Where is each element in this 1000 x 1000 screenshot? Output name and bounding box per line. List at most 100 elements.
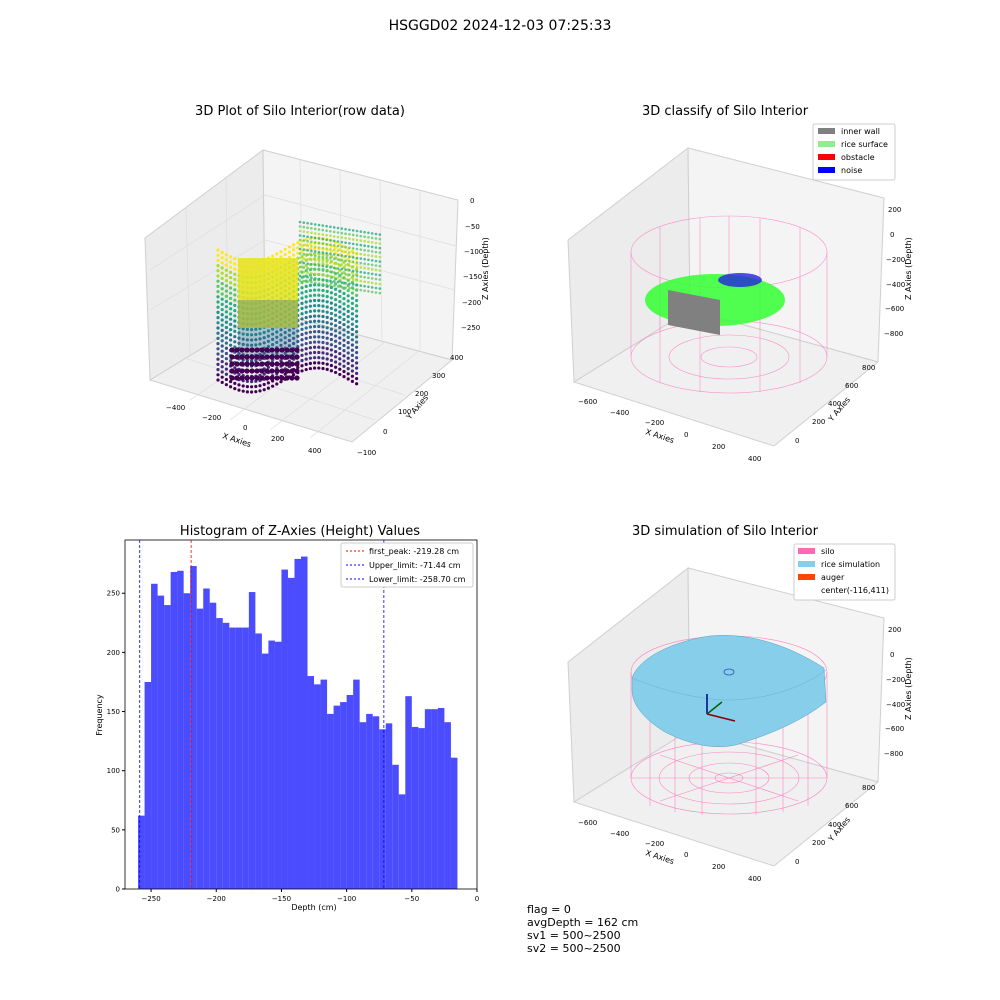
point (294, 375, 300, 381)
point (233, 314, 237, 318)
point (283, 310, 287, 314)
legend-label: silo (821, 547, 835, 556)
point (350, 260, 354, 264)
point (321, 242, 325, 245)
point (294, 368, 300, 374)
point (321, 330, 325, 334)
legend-label: auger (821, 573, 845, 582)
point (346, 346, 350, 350)
histogram-bar (405, 696, 412, 889)
point (374, 277, 378, 281)
point (258, 295, 262, 299)
point (313, 241, 317, 244)
point (275, 262, 279, 267)
point (229, 301, 233, 306)
point (239, 347, 245, 353)
point (321, 299, 325, 303)
point (304, 347, 308, 351)
point (359, 239, 363, 242)
raw-y-tick: 0 (383, 428, 387, 436)
point (250, 327, 254, 332)
point (287, 302, 291, 306)
point (292, 253, 296, 257)
point (241, 342, 245, 346)
point (338, 320, 342, 325)
point (317, 340, 321, 344)
point (287, 281, 291, 285)
point (266, 292, 270, 297)
point (220, 365, 224, 369)
point (300, 301, 304, 305)
point (271, 285, 275, 289)
point (254, 364, 258, 368)
point (338, 284, 342, 288)
point (346, 335, 350, 340)
point (367, 272, 370, 275)
point (271, 270, 275, 274)
point (308, 351, 312, 355)
point (279, 286, 283, 290)
point (355, 330, 359, 334)
histogram-bar (353, 679, 360, 889)
point (340, 263, 344, 266)
point (233, 329, 237, 334)
point (254, 296, 258, 300)
point (325, 251, 328, 255)
point (258, 378, 262, 383)
point (304, 362, 308, 366)
point (374, 259, 378, 263)
point (258, 358, 262, 362)
point (262, 263, 266, 267)
point (254, 358, 258, 363)
point (304, 305, 308, 309)
point (325, 269, 328, 273)
point (300, 306, 304, 311)
point (304, 279, 308, 283)
point (329, 239, 333, 243)
raw-z-tick: 0 (470, 197, 474, 205)
point (346, 278, 350, 282)
point (355, 234, 359, 237)
point (245, 338, 249, 342)
point (292, 263, 296, 268)
point (245, 275, 249, 280)
point (310, 267, 313, 271)
point (298, 243, 302, 246)
point (266, 282, 270, 286)
point (279, 322, 283, 327)
point (271, 264, 275, 269)
point (216, 362, 220, 366)
point (237, 352, 241, 356)
histogram-bar (216, 618, 223, 889)
point (292, 352, 296, 356)
histogram-bar (333, 705, 341, 889)
raw-x-tick: −400 (166, 404, 185, 412)
point (313, 272, 317, 276)
point (287, 359, 291, 363)
point (304, 336, 308, 340)
point (342, 364, 346, 368)
point (224, 263, 228, 267)
point (306, 257, 309, 261)
histogram-bar (307, 676, 315, 889)
point (224, 383, 228, 387)
simulation-x-tick: 0 (684, 851, 688, 859)
x-tick-label: −50 (404, 895, 419, 903)
point (298, 225, 302, 228)
point (296, 324, 300, 328)
point (332, 280, 336, 283)
point (355, 262, 359, 266)
point (233, 283, 237, 287)
point (220, 333, 224, 338)
point (300, 291, 304, 295)
raw-x-axis-label: X Axies (221, 431, 252, 449)
point (342, 349, 346, 353)
point (271, 384, 275, 388)
point (325, 256, 328, 260)
point (279, 354, 283, 358)
point (250, 353, 254, 358)
point (296, 303, 300, 307)
point (296, 261, 300, 266)
histogram-bar (287, 577, 295, 889)
point (241, 301, 245, 305)
